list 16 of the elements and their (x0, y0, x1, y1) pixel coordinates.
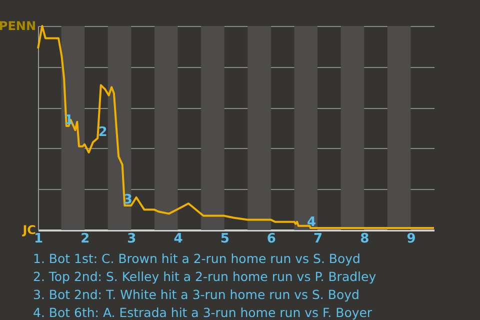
x-tick-label: 4 (174, 232, 183, 246)
text: 4. Bot 6th: A. Estrada hit a 3-run home run vs F. Boyer (33, 304, 374, 320)
text: 3. Bot 2nd: T. White hit a 3-run home run vs S. Boyd (33, 286, 360, 304)
text: 1. Bot 1st: C. Brown hit a 2-run home run vs S. Boyd (33, 250, 362, 268)
text: 2. Top 2nd: S. Kelley hit a 2-run home run vs P. Bradley (33, 268, 378, 286)
x-tick-label: 7 (314, 232, 323, 246)
x-tick-label: 8 (360, 232, 370, 246)
x-tick-label: 6 (266, 232, 276, 246)
annotation: 4 (306, 214, 316, 230)
x-tick-label: 2 (80, 232, 90, 246)
x-tick-label: 5 (220, 232, 230, 246)
annotation: 2 (98, 125, 108, 140)
text: PENN (0, 19, 36, 33)
text: JC (22, 223, 36, 237)
x-tick-label: 3 (127, 232, 136, 246)
x-tick-label: 9 (406, 232, 416, 246)
